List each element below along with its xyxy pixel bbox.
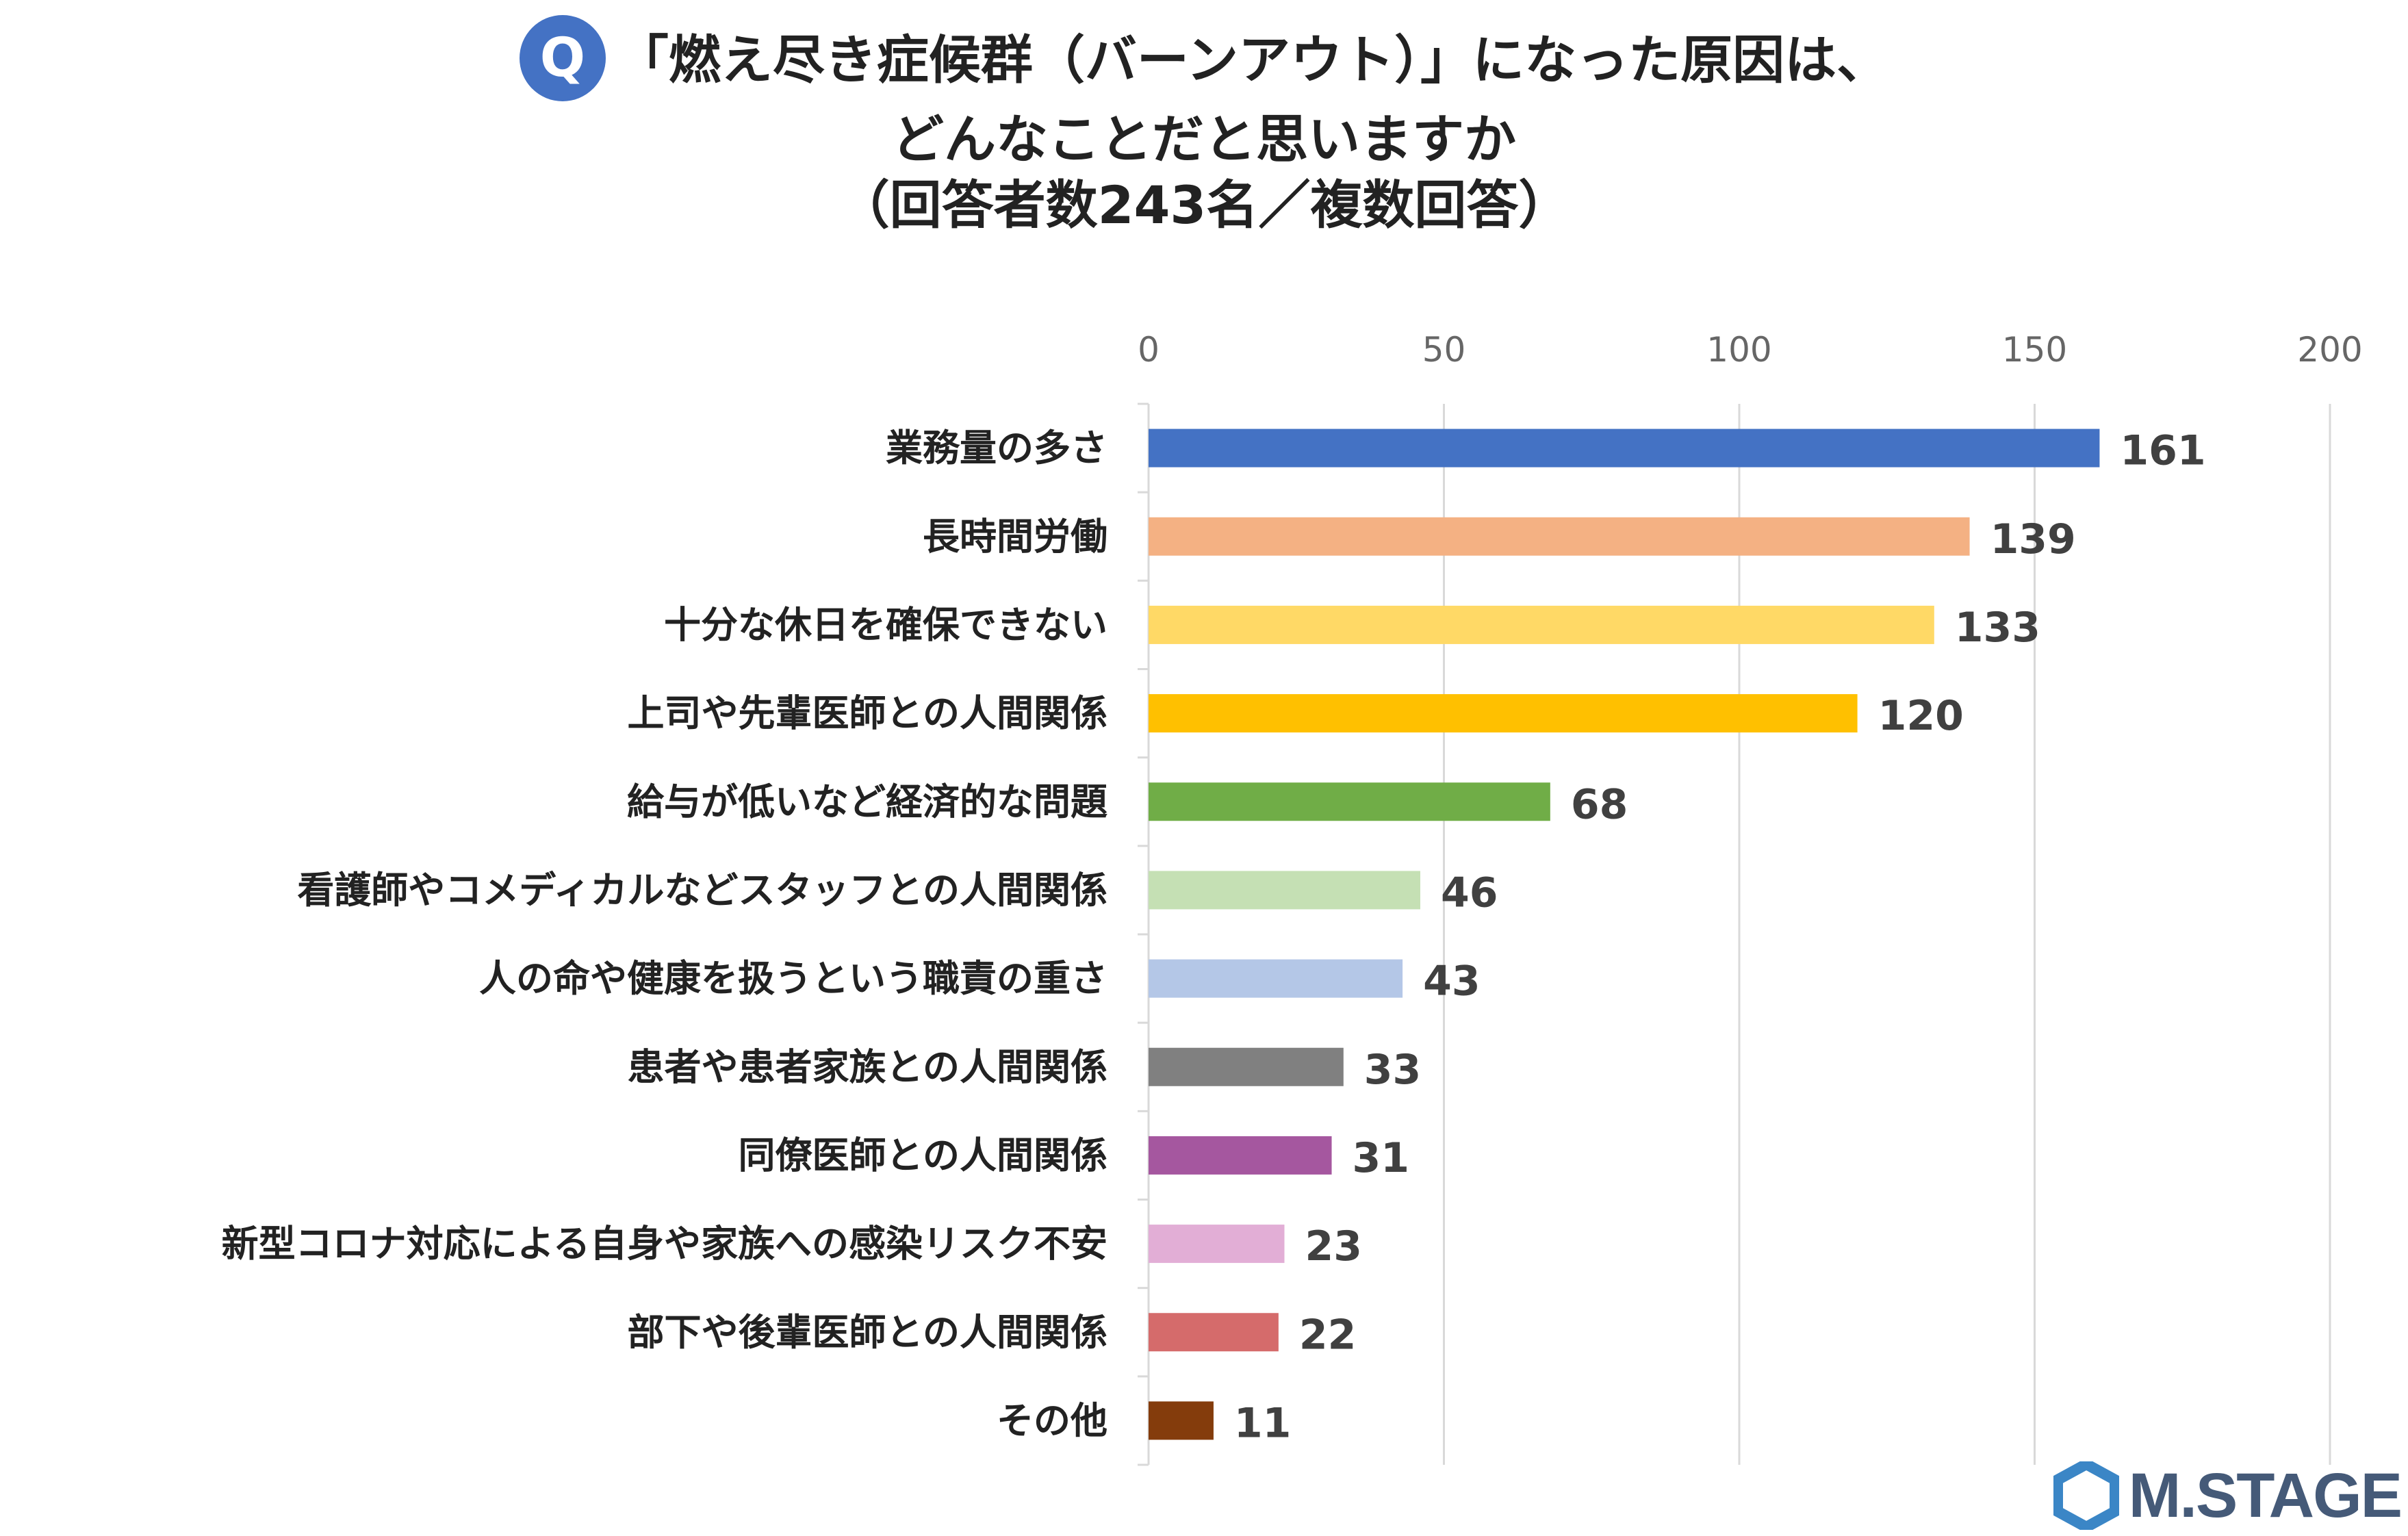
mstage-logo: M.STAGE	[2053, 1458, 2403, 1533]
x-tick-label: 150	[2002, 330, 2067, 370]
bar	[1149, 1225, 1285, 1264]
axis-tick-labels: 0 50 100 150 200	[1138, 330, 2363, 370]
title-line-1: Q 「燃え尽き症候群（バーンアウト）」になった原因は、	[0, 15, 2408, 107]
gridlines	[1138, 402, 2331, 1466]
category-label: 看護師やコメディカルなどスタッフとの人間関係	[297, 869, 1107, 912]
bar	[1149, 605, 1934, 644]
bar	[1149, 782, 1550, 821]
x-tick-label: 0	[1138, 330, 1160, 370]
logo-text: M.STAGE	[2128, 1460, 2403, 1531]
category-label: 同僚医師との人間関係	[739, 1134, 1107, 1177]
category-label: その他	[997, 1399, 1107, 1442]
category-label: 患者や患者家族との人間関係	[628, 1045, 1107, 1088]
value-label: 68	[1571, 780, 1628, 828]
title-line-3: （回答者数243名／複数回答）	[837, 175, 1571, 235]
category-label: 人の命や健康を扱うという職責の重さ	[479, 957, 1107, 1000]
chart-title: Q 「燃え尽き症候群（バーンアウト）」になった原因は、 どんなことだと思いますか …	[0, 15, 2408, 238]
category-label: 新型コロナ対応による自身や家族への感染リスク不安	[222, 1223, 1107, 1266]
category-label: 十分な休日を確保できない	[664, 603, 1107, 646]
value-label: 43	[1423, 958, 1481, 1006]
title-line-2: どんなことだと思いますか	[892, 109, 1516, 170]
category-label: 長時間労働	[923, 515, 1107, 558]
bar	[1149, 694, 1858, 733]
bar	[1149, 1313, 1279, 1352]
value-label: 11	[1234, 1399, 1292, 1447]
logo-mark-icon	[2053, 1461, 2119, 1530]
category-label: 部下や後輩医師との人間関係	[628, 1311, 1107, 1354]
value-label: 139	[1990, 515, 2076, 563]
bar	[1149, 517, 1970, 556]
x-tick-label: 200	[2297, 330, 2362, 370]
bars	[1149, 428, 2100, 1440]
value-label: 46	[1441, 869, 1498, 917]
question-badge: Q	[519, 15, 606, 101]
title-line-1-text: 「燃え尽き症候群（バーンアウト）」になった原因は、	[616, 29, 1889, 90]
x-tick-label: 50	[1422, 330, 1466, 370]
value-label: 161	[2120, 427, 2205, 475]
category-label: 業務量の多さ	[886, 426, 1107, 470]
bar	[1149, 1401, 1214, 1440]
category-labels: 業務量の多さ長時間労働十分な休日を確保できない上司や先輩医師との人間関係給与が低…	[222, 426, 1107, 1442]
value-label: 23	[1305, 1223, 1362, 1270]
category-label: 上司や先輩医師との人間関係	[628, 692, 1107, 735]
value-label: 22	[1299, 1311, 1357, 1359]
value-label: 33	[1364, 1046, 1422, 1094]
bar	[1149, 428, 2100, 468]
x-tick-label: 100	[1706, 330, 1771, 370]
bar	[1149, 871, 1420, 910]
bar	[1149, 1136, 1332, 1175]
bar	[1149, 1047, 1344, 1086]
category-label: 給与が低いなど経済的な問題	[627, 780, 1107, 823]
value-label: 120	[1878, 692, 1964, 740]
value-label: 31	[1353, 1134, 1410, 1182]
bar	[1149, 959, 1403, 998]
value-label: 133	[1955, 604, 2040, 652]
